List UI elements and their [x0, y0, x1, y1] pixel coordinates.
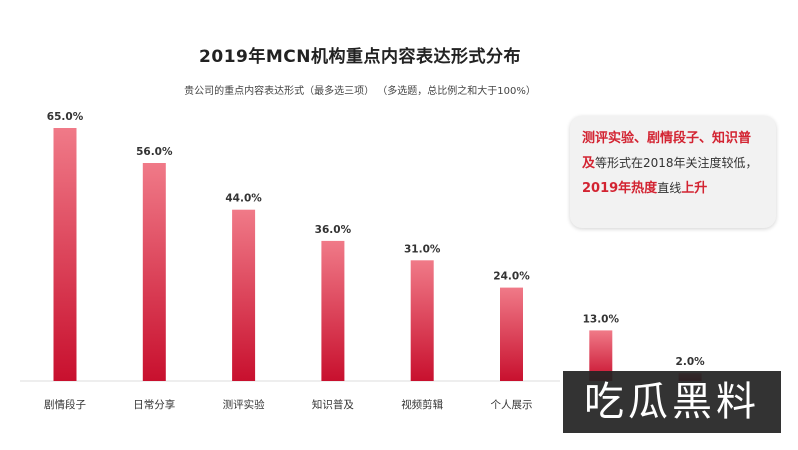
callout-highlight-1: 测评实验、剧情段子、知识普	[582, 131, 752, 146]
watermark-overlay: 吃瓜黑料	[563, 371, 781, 433]
category-label: 个人展示	[491, 399, 533, 411]
callout-line-1: 测评实验、剧情段子、知识普	[582, 126, 766, 151]
bar	[500, 287, 523, 381]
bar	[589, 330, 613, 381]
callout-text-3: 直线	[657, 181, 682, 195]
bars-group: 65.0% 剧情段子 56.0% 日常分享 44.0% 测评实验 36.0% 知识普及 31.0…	[44, 111, 705, 411]
bar-value-label: 36.0%	[315, 224, 352, 236]
category-label: 知识普及	[312, 398, 354, 411]
callout-text-2: 等形式在2018年关注度较低，	[595, 156, 758, 170]
bar	[232, 209, 256, 381]
callout-line-3: 2019年热度直线上升	[582, 176, 766, 201]
bar-value-label: 44.0%	[225, 193, 262, 205]
annotation-callout: 测评实验、剧情段子、知识普 及等形式在2018年关注度较低， 2019年热度直线…	[570, 116, 776, 228]
bar-value-label: 13.0%	[583, 313, 620, 325]
chart-subtitle: 贵公司的重点内容表达形式（最多选三项） （多选题，总比例之和大于100%）	[184, 86, 536, 97]
bar	[410, 260, 434, 381]
bar-value-label: 65.0%	[47, 111, 84, 123]
callout-highlight-3a: 2019年热度	[582, 181, 658, 196]
bar	[142, 163, 166, 381]
bar	[53, 128, 77, 381]
chart-title: 2019年MCN机构重点内容表达形式分布	[199, 47, 521, 67]
category-label: 剧情段子	[44, 398, 86, 411]
category-label: 视频剪辑	[401, 398, 443, 411]
bar-value-label: 2.0%	[676, 356, 706, 368]
bar-value-label: 31.0%	[404, 243, 441, 255]
callout-highlight-2: 及	[582, 156, 596, 171]
bar-value-label: 24.0%	[493, 271, 530, 283]
category-label: 测评实验	[223, 398, 265, 411]
callout-highlight-3b: 上升	[681, 181, 708, 196]
category-label: 日常分享	[133, 398, 175, 411]
callout-line-2: 及等形式在2018年关注度较低，	[582, 151, 766, 176]
bar-value-label: 56.0%	[136, 146, 173, 158]
bar	[321, 240, 345, 381]
